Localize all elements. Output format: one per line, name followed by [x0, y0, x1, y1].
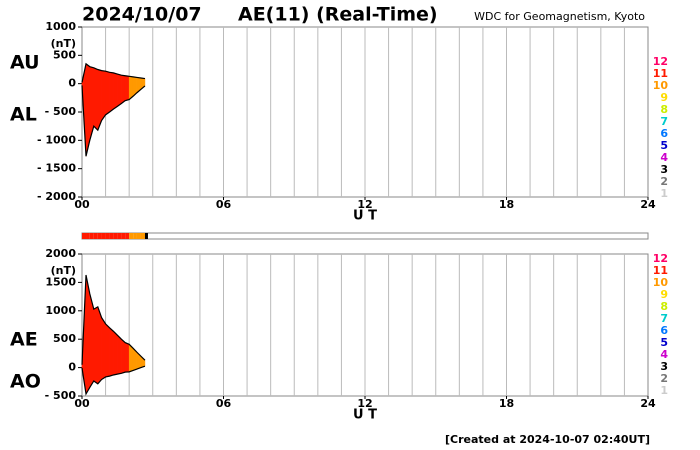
x-tick-label: 18 [499, 198, 514, 211]
y-axis-label: (nT) [51, 37, 76, 50]
area-fill [113, 330, 118, 376]
legend-entry: 12 [653, 252, 668, 265]
station-bar [109, 233, 114, 239]
station-bar [82, 233, 87, 239]
x-tick-label: 00 [74, 198, 90, 211]
y-tick-label: 1000 [45, 20, 76, 33]
station-bar-frame [81, 232, 649, 240]
y-tick-label: - 500 [45, 389, 77, 402]
y-tick-label: 500 [53, 48, 76, 61]
legend-entry: 12 [653, 55, 668, 68]
area-fill [101, 316, 106, 380]
source: WDC for Geomagnetism, Kyoto [474, 10, 645, 23]
y-tick-label: 0 [68, 361, 76, 374]
station-bar [133, 233, 137, 239]
area-fill [93, 67, 99, 131]
station-bar [121, 233, 126, 239]
y-tick-label: - 2000 [37, 190, 76, 203]
x-tick-label: 00 [74, 397, 90, 410]
x-tick-label: 12 [357, 198, 372, 211]
x-axis-label: U T [353, 408, 377, 423]
legend-entry: 9 [660, 288, 668, 301]
area-fill [101, 70, 106, 122]
legend-entry: 1 [660, 384, 668, 397]
series-label: AL [10, 104, 37, 126]
y-tick-label: 2000 [45, 247, 76, 260]
station-bar [117, 233, 122, 239]
x-tick-label: 06 [216, 397, 232, 410]
legend-entry: 8 [660, 300, 668, 313]
x-axis-label: U T [353, 209, 377, 224]
legend-entry: 2 [660, 372, 668, 385]
station-bar [97, 233, 102, 239]
legend-entry: 6 [660, 127, 668, 140]
title: AE(11) (Real-Time) [238, 4, 438, 26]
legend-entry: 8 [660, 103, 668, 116]
y-tick-label: 1000 [45, 304, 76, 317]
footer: [Created at 2024-10-07 02:40UT] [445, 433, 650, 446]
area-fill [97, 306, 102, 385]
station-bar [144, 233, 148, 239]
area-fill [93, 306, 99, 385]
y-tick-label: - 1500 [37, 162, 76, 175]
area-fill [117, 334, 122, 375]
area-fill [121, 338, 126, 374]
legend-entry: 3 [660, 360, 668, 373]
legend-entry: 9 [660, 91, 668, 104]
station-bar [125, 233, 130, 239]
y-axis-label: (nT) [51, 264, 76, 277]
station-bar [113, 233, 118, 239]
legend-entry: 3 [660, 163, 668, 176]
area-fill [117, 73, 122, 107]
area-fill [113, 72, 118, 110]
station-bar [140, 233, 145, 239]
series-line [81, 274, 146, 365]
y-tick-label: 500 [53, 332, 76, 345]
area-fill [109, 327, 114, 377]
series-line [81, 85, 146, 157]
legend-entry: 10 [653, 276, 669, 289]
x-tick-label: 24 [640, 397, 656, 410]
x-tick-label: 18 [499, 397, 514, 410]
y-tick-label: 0 [68, 77, 76, 90]
x-tick-label: 12 [357, 397, 372, 410]
series-line [81, 62, 146, 83]
y-tick-label: - 1000 [37, 133, 76, 146]
area-fill [121, 74, 126, 105]
legend-entry: 2 [660, 175, 668, 188]
station-bar [86, 233, 90, 239]
station-bar [89, 233, 94, 239]
station-bar [93, 233, 98, 239]
legend-entry: 4 [660, 151, 668, 164]
area-fill [109, 72, 114, 113]
series-label: AE [10, 329, 38, 351]
legend-entry: 7 [660, 312, 668, 325]
area-fill [124, 75, 130, 101]
series-label: AU [10, 52, 40, 74]
area-fill [105, 70, 110, 116]
legend-entry: 5 [660, 139, 668, 152]
legend-entry: 4 [660, 348, 668, 361]
legend-entry: 1 [660, 187, 668, 200]
legend-entry: 10 [653, 79, 669, 92]
station-bar [136, 233, 141, 239]
station-bar [101, 233, 106, 239]
legend-entry: 6 [660, 324, 668, 337]
y-tick-label: - 500 [45, 105, 77, 118]
y-tick-label: 1500 [45, 275, 76, 288]
legend-entry: 11 [653, 264, 668, 277]
x-tick-label: 06 [216, 198, 232, 211]
legend-entry: 5 [660, 336, 668, 349]
area-fill [124, 342, 130, 373]
date: 2024/10/07 [82, 4, 202, 26]
series-label: AO [10, 371, 41, 393]
area-fill [105, 323, 110, 378]
station-bar [105, 233, 110, 239]
station-bar [129, 233, 134, 239]
series-line [81, 365, 146, 396]
legend-entry: 7 [660, 115, 668, 128]
legend-entry: 11 [653, 67, 668, 80]
x-tick-label: 24 [640, 198, 656, 211]
